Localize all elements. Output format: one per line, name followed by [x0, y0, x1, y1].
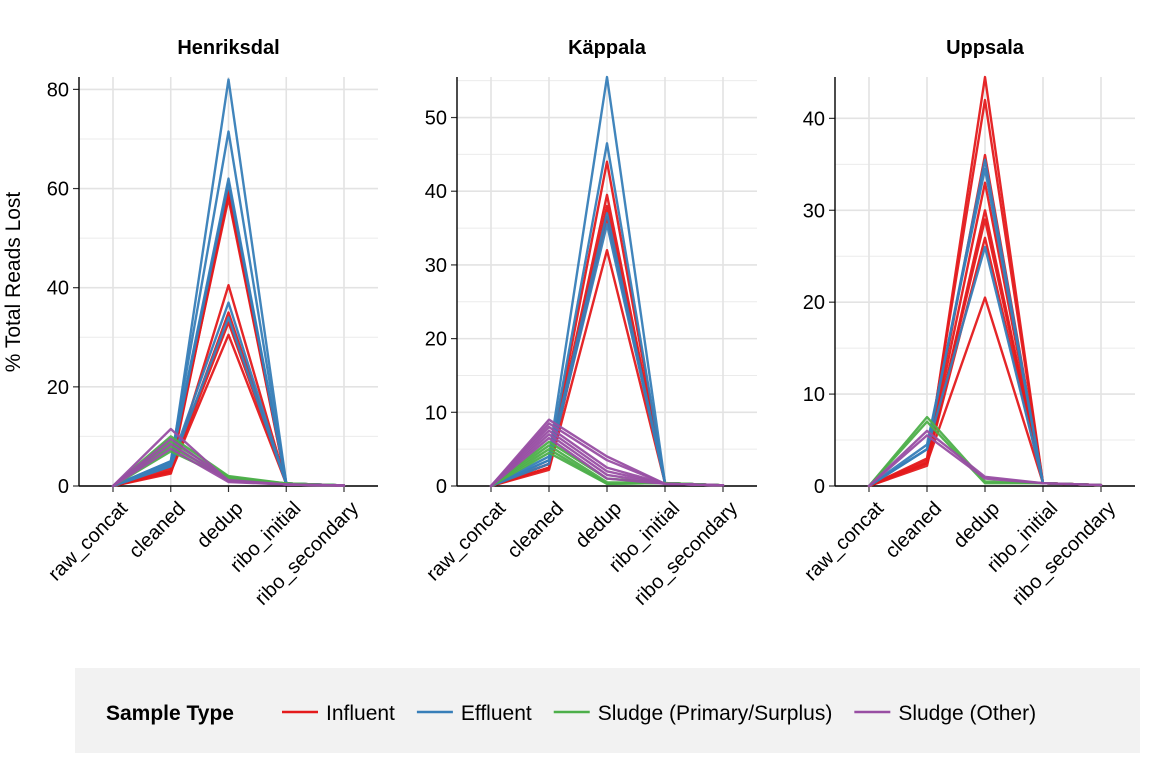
series-line-sludge_other: [111, 447, 346, 488]
x-tick-label: ribo_secondary: [1008, 498, 1120, 610]
legend-label-sludge_primary: Sludge (Primary/Surplus): [598, 702, 833, 725]
legend-background: [75, 668, 1140, 753]
x-tick-label: raw_concat: [44, 497, 132, 585]
y-tick-label: 40: [47, 278, 69, 300]
y-tick-label: 0: [58, 476, 69, 498]
y-tick-label: 10: [425, 402, 447, 424]
y-tick-label: 10: [803, 384, 825, 406]
y-tick-label: 40: [803, 108, 825, 130]
series-line-sludge_other: [489, 436, 725, 488]
legend: Sample Type Influent Effluent Sludge (Prim…: [75, 668, 1140, 753]
y-tick-label: 20: [425, 329, 447, 351]
x-tick-label: cleaned: [125, 498, 190, 563]
legend-title: Sample Type: [106, 702, 234, 725]
y-tick-label: 60: [47, 179, 69, 201]
legend-label-sludge_other: Sludge (Other): [898, 702, 1036, 725]
legend-label-effluent: Effluent: [461, 702, 532, 725]
x-tick-label: cleaned: [503, 498, 568, 563]
x-tick-label: dedup: [193, 498, 248, 553]
legend-label-influent: Influent: [326, 702, 395, 725]
y-tick-label: 80: [47, 79, 69, 101]
panel-title: Käppala: [568, 37, 647, 59]
x-tick-label: raw_concat: [422, 497, 510, 585]
x-tick-label: cleaned: [881, 498, 946, 563]
panel-title: Henriksdal: [177, 37, 279, 59]
series-line-sludge_other: [867, 434, 1103, 488]
panel-title: Uppsala: [946, 37, 1025, 59]
x-tick-label: dedup: [949, 498, 1004, 553]
y-tick-label: 40: [425, 181, 447, 203]
x-tick-label: ribo_secondary: [251, 498, 363, 610]
y-axis-label: % Total Reads Lost: [2, 192, 25, 373]
legend-entries: Influent Effluent Sludge (Primary/Surplus)…: [282, 702, 1036, 725]
x-tick-label: ribo_secondary: [630, 498, 742, 610]
y-tick-label: 0: [436, 476, 447, 498]
x-tick-label: raw_concat: [800, 497, 888, 585]
y-tick-label: 50: [425, 108, 447, 130]
y-tick-label: 20: [803, 292, 825, 314]
y-tick-label: 30: [803, 200, 825, 222]
y-tick-label: 20: [47, 377, 69, 399]
y-tick-label: 0: [814, 476, 825, 498]
y-tick-label: 30: [425, 255, 447, 277]
x-tick-label: dedup: [571, 498, 626, 553]
